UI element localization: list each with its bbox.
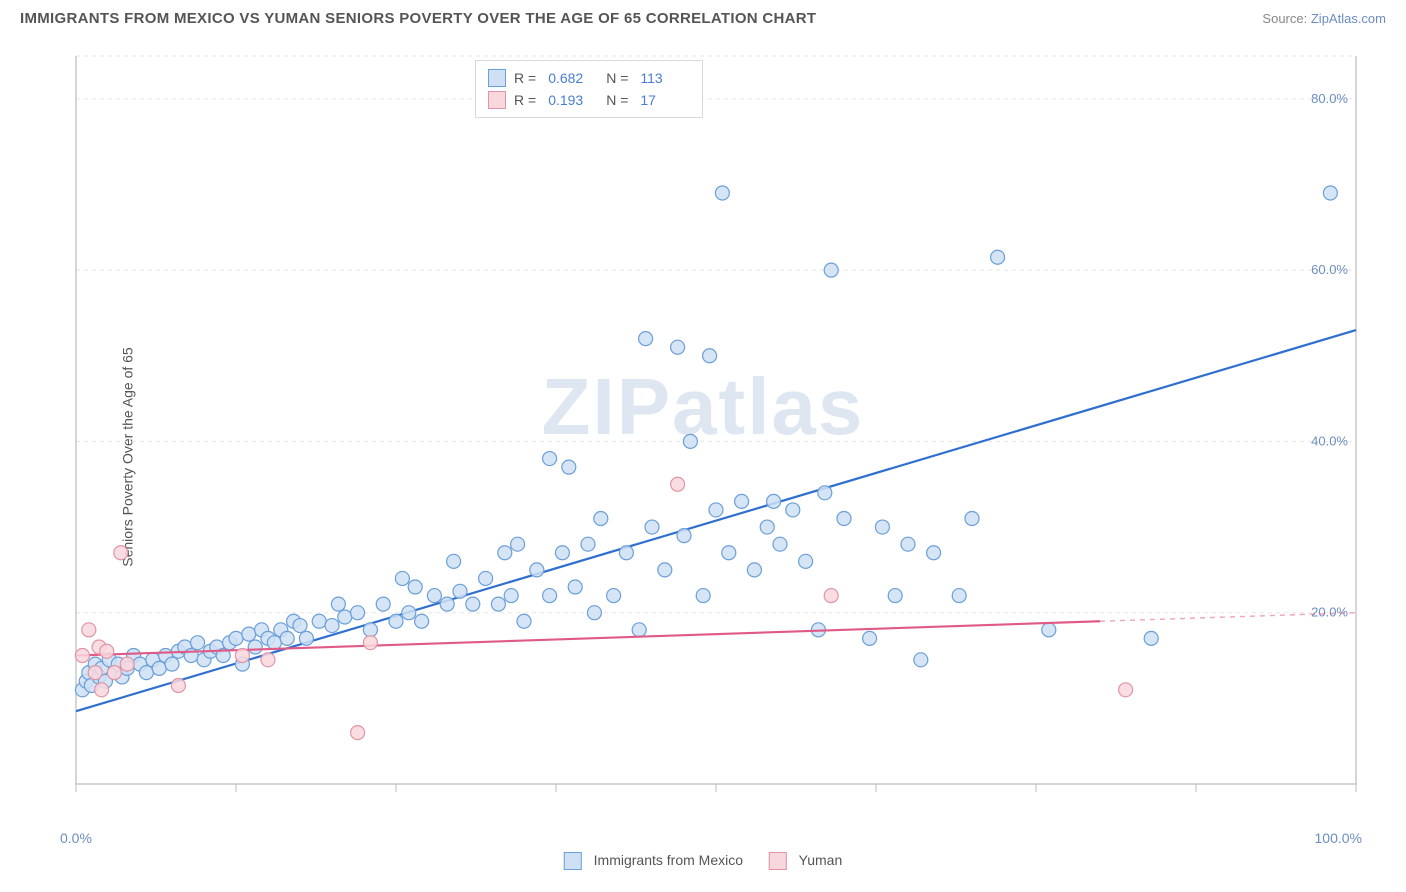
x-legend-item-1: Immigrants from Mexico xyxy=(564,852,743,870)
legend-row-series-1: R = 0.682 N = 113 xyxy=(488,67,690,89)
source-link[interactable]: ZipAtlas.com xyxy=(1311,11,1386,26)
legend-n-value-2: 17 xyxy=(640,92,690,108)
x-legend-label-2: Yuman xyxy=(799,852,843,868)
chart-title: IMMIGRANTS FROM MEXICO VS YUMAN SENIORS … xyxy=(20,10,816,27)
legend-n-label: N = xyxy=(606,92,628,108)
x-axis-legend: Immigrants from Mexico Yuman xyxy=(564,852,842,870)
legend-row-series-2: R = 0.193 N = 17 xyxy=(488,89,690,111)
legend-r-label: R = xyxy=(514,92,536,108)
svg-text:20.0%: 20.0% xyxy=(1311,605,1348,620)
legend-r-value-2: 0.193 xyxy=(548,92,598,108)
chart-header: IMMIGRANTS FROM MEXICO VS YUMAN SENIORS … xyxy=(0,0,1406,33)
x-legend-swatch-2 xyxy=(769,852,787,870)
legend-n-value-1: 113 xyxy=(640,70,690,86)
legend-n-label: N = xyxy=(606,70,628,86)
legend-swatch-1 xyxy=(488,69,506,87)
x-legend-item-2: Yuman xyxy=(769,852,842,870)
legend-r-label: R = xyxy=(514,70,536,86)
chart-source: Source: ZipAtlas.com xyxy=(1262,11,1386,26)
svg-text:80.0%: 80.0% xyxy=(1311,91,1348,106)
x-axis-end-label: 100.0% xyxy=(1315,830,1362,846)
svg-text:40.0%: 40.0% xyxy=(1311,433,1348,448)
legend-r-value-1: 0.682 xyxy=(548,70,598,86)
source-label: Source: xyxy=(1262,11,1307,26)
x-legend-swatch-1 xyxy=(564,852,582,870)
svg-text:60.0%: 60.0% xyxy=(1311,262,1348,277)
scatter-plot: 20.0% 40.0% 60.0% 80.0% xyxy=(56,42,1366,838)
x-axis-start-label: 0.0% xyxy=(60,830,92,846)
correlation-legend: R = 0.682 N = 113 R = 0.193 N = 17 xyxy=(475,60,703,118)
legend-swatch-2 xyxy=(488,91,506,109)
x-legend-label-1: Immigrants from Mexico xyxy=(594,852,743,868)
chart-container: Seniors Poverty Over the Age of 65 ZIPat… xyxy=(20,42,1386,872)
